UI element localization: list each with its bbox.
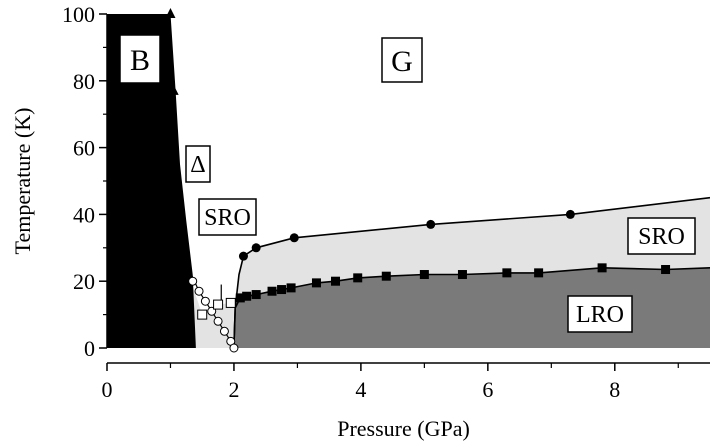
data-point-circle-filled [426, 219, 436, 229]
region-label-sro_right: SRO [627, 217, 696, 255]
y-tick-label: 60 [73, 136, 95, 161]
data-point-triangle-filled [170, 164, 181, 175]
data-point-square-filled [286, 283, 296, 293]
region-label-box [119, 34, 161, 84]
data-point-square-open [213, 299, 224, 310]
data-point-square-open [225, 297, 236, 308]
y-tick-label: 80 [73, 69, 95, 94]
data-point-circle-open [229, 343, 239, 353]
data-point-square-filled [277, 285, 287, 295]
data-point-circle-open [213, 316, 223, 326]
x-tick-label: 2 [228, 377, 239, 402]
region-label-text: G [391, 45, 413, 78]
b-region [107, 14, 196, 348]
data-point-square-filled [381, 271, 391, 281]
data-point-square-filled [534, 268, 544, 278]
y-tick-label: 20 [73, 269, 95, 294]
region-label-box [567, 295, 633, 333]
region-label-delta: Δ [185, 145, 211, 183]
y-tick-label: 40 [73, 202, 95, 227]
y-axis-title: Temperature (K) [10, 108, 35, 255]
axes: 0 20 40 60 80 100 0 2 4 6 8 Pressure (GPa) Temperatu… [10, 2, 710, 441]
data-point-triangle-filled [165, 8, 176, 18]
data-point-square-filled [502, 268, 512, 278]
x-axis-title: Pressure (GPa) [337, 416, 470, 441]
data-point-square-filled [267, 286, 277, 296]
data-point-circle-filled [289, 233, 299, 243]
region-label-box [381, 37, 423, 83]
region-label-B: B [119, 34, 161, 84]
data-point-circle-open [219, 326, 229, 336]
data-point-circle-open [188, 276, 198, 286]
data-point-square-filled [251, 290, 261, 300]
data-point-square-open [197, 309, 208, 320]
x-tick-label: 6 [482, 377, 493, 402]
data-point-square-filled [419, 270, 429, 280]
data-markers [165, 8, 671, 353]
x-tick-label: 0 [102, 377, 113, 402]
data-point-square-filled [457, 270, 467, 280]
region-labels: B G Δ SRO SRO LRO [119, 34, 696, 333]
region-label-G: G [381, 37, 423, 83]
region-label-text: SRO [638, 224, 685, 250]
region-label-text: B [130, 44, 150, 77]
data-point-square-filled [235, 293, 245, 303]
data-point-triangle-filled [168, 84, 179, 95]
region-label-box [198, 198, 257, 236]
data-point-circle-open [200, 296, 210, 306]
data-point-circle-filled [251, 243, 261, 253]
data-point-square-filled [311, 278, 321, 288]
region-label-text: SRO [204, 205, 251, 231]
x-tick-label: 8 [609, 377, 620, 402]
region-label-text: LRO [576, 302, 624, 328]
data-point-square-filled [661, 265, 671, 275]
x-tick-label: 4 [355, 377, 366, 402]
data-point-square-filled [597, 263, 607, 273]
region-label-box [185, 145, 211, 183]
data-point-circle-filled [565, 209, 575, 219]
region-label-sro_left: SRO [198, 198, 257, 236]
data-point-square-filled [242, 291, 252, 301]
data-point-circle-open [194, 286, 204, 296]
data-point-square-filled [353, 273, 363, 283]
region-label-text: Δ [190, 152, 205, 178]
region-label-lro: LRO [567, 295, 633, 333]
region-label-box [627, 217, 696, 255]
data-point-circle-filled [238, 251, 248, 261]
y-tick-label: 0 [84, 336, 95, 361]
y-tick-label: 100 [62, 2, 95, 27]
data-point-square-filled [331, 276, 341, 286]
